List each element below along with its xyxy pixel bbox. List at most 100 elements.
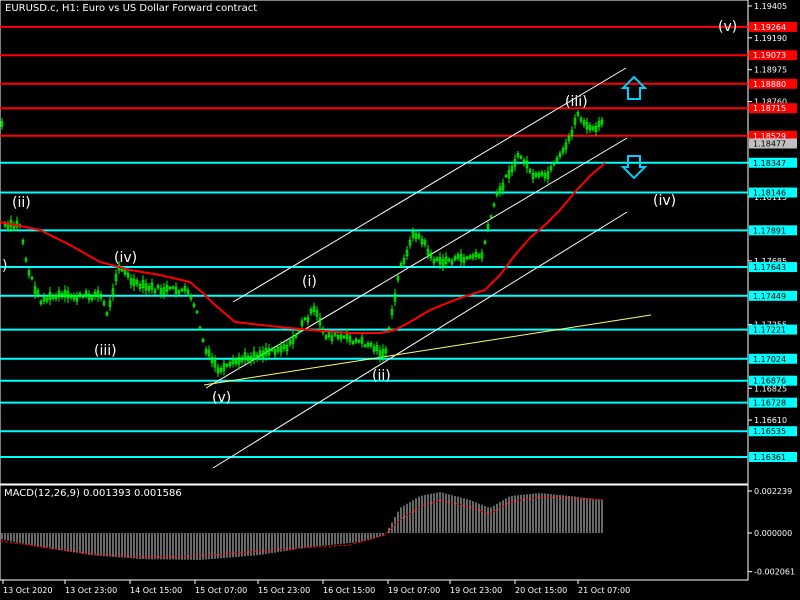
wave-label-ii-left: (ii) (12, 195, 31, 211)
candle-body (24, 258, 28, 262)
channel-lower-line[interactable] (212, 211, 628, 469)
candle-body (342, 335, 346, 339)
price-label: 1.18760 (754, 98, 787, 107)
candle-body (360, 337, 364, 344)
candle-body (270, 348, 274, 351)
candle-body (93, 291, 97, 297)
candle-body (492, 203, 496, 207)
candle-body (324, 335, 328, 339)
candle-body (153, 289, 157, 294)
candle-body (39, 300, 43, 305)
resistance-level-tag (749, 103, 797, 114)
support-level-label: 1.17449 (753, 292, 786, 301)
time-label: 15 Oct 23:00 (258, 586, 310, 595)
support-level-tag (749, 375, 797, 386)
candle-body (576, 111, 580, 116)
candle-body (525, 160, 529, 169)
arrow-up-icon[interactable] (620, 75, 648, 100)
trendline-yellow[interactable] (203, 314, 652, 386)
resistance-level-label: 1.19264 (753, 23, 786, 32)
candle-body (252, 351, 256, 360)
time-label: 16 Oct 15:00 (323, 586, 375, 595)
resistance-level-label: 1.18529 (753, 132, 786, 141)
candle-body (546, 171, 550, 179)
candle-body (273, 349, 277, 355)
price-label: 1.16610 (754, 416, 787, 425)
candle-body (510, 165, 514, 173)
candle-body (210, 356, 214, 364)
wave-label-iv: (iv) (653, 193, 676, 209)
candle-body (543, 173, 547, 179)
price-label: 1.19190 (754, 34, 787, 43)
candle-body (114, 274, 118, 282)
channel-middle-line[interactable] (205, 137, 628, 389)
candle-body (90, 295, 94, 300)
candle-body (42, 296, 46, 302)
candle-body (219, 367, 223, 373)
resistance-level-label: 1.18880 (753, 80, 786, 89)
candle-body (432, 258, 436, 264)
candle-body (567, 136, 571, 142)
current-price-label: 1.18477 (753, 139, 786, 148)
candle-body (291, 335, 295, 344)
candle-body (390, 309, 394, 316)
price-channel[interactable] (203, 67, 652, 469)
candle-body (306, 317, 310, 323)
candle-body (135, 280, 139, 285)
support-level-label: 1.17221 (753, 326, 786, 335)
support-level-label: 1.16361 (753, 453, 786, 462)
candle-body (189, 295, 193, 300)
candle-body (363, 344, 367, 347)
candle-body (336, 335, 340, 339)
candle-body (357, 340, 361, 343)
macd-tick-label: 0.000000 (754, 529, 792, 538)
candle-body (123, 270, 127, 275)
candle-body (528, 169, 532, 173)
candle-body (438, 256, 442, 265)
candle-body (234, 359, 238, 365)
candle-body (132, 278, 136, 287)
candle-body (249, 355, 253, 362)
support-level-tag (749, 225, 797, 236)
candle-body (474, 251, 478, 258)
candle-body (453, 256, 457, 260)
time-label: 21 Oct 07:00 (578, 586, 630, 595)
candle-body (192, 303, 196, 307)
candle-body (126, 272, 130, 278)
candle-body (489, 215, 493, 218)
candle-body (471, 254, 475, 259)
support-level-tag (749, 353, 797, 364)
candle-body (159, 288, 163, 295)
candle-body (300, 320, 304, 326)
candle-body (81, 294, 85, 298)
candle-body (429, 252, 433, 258)
candle-body (276, 347, 280, 352)
arrow-down-icon[interactable] (620, 155, 648, 180)
candle-body (111, 288, 115, 296)
candle-body (165, 284, 169, 292)
time-label: 15 Oct 07:00 (195, 586, 247, 595)
candle-body (564, 142, 568, 150)
current-price-tag (749, 138, 797, 149)
candle-body (66, 291, 70, 299)
horizontal-levels[interactable] (0, 25, 748, 458)
candle-body (120, 268, 124, 272)
channel-upper-line[interactable] (232, 67, 627, 303)
macd-signal-line (0, 496, 606, 558)
time-label: 13 Oct 23:00 (65, 586, 117, 595)
support-level-tag (749, 262, 797, 273)
candle-body (138, 284, 142, 289)
resistance-level-tag (749, 50, 797, 61)
candle-body (417, 234, 421, 239)
wave-label-ii: (ii) (372, 368, 391, 384)
macd-tick-label: 0.002239 (754, 487, 792, 496)
candle-body (558, 153, 562, 158)
candle-body (147, 285, 151, 291)
candle-body (198, 326, 202, 330)
candle-body (255, 354, 259, 360)
candle-body (150, 282, 154, 290)
candle-body (465, 256, 469, 260)
time-label: 19 Oct 23:00 (450, 586, 502, 595)
